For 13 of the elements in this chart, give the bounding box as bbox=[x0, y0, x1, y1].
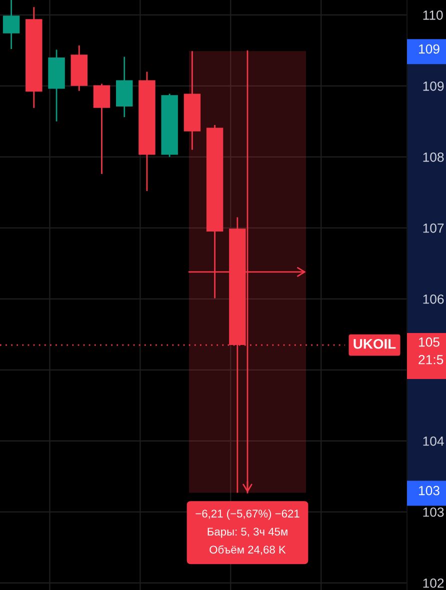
y-tick-label: 106 bbox=[423, 294, 444, 304]
y-tick-label: 107 bbox=[423, 223, 444, 233]
y-tick-label: 104 bbox=[423, 436, 444, 446]
band-label: −6,21 (−5,67%) −621 Бары: 5, 3ч 45м Объём 24,68 K bbox=[196, 509, 300, 555]
y-tick-label: 109 bbox=[423, 81, 444, 91]
candlestick bbox=[93, 83, 110, 175]
text: 105 21:5 bbox=[418, 337, 444, 364]
candlestick bbox=[2, 0, 20, 50]
y-tick-label: 108 bbox=[423, 152, 444, 162]
y-tick-label: 102 bbox=[423, 578, 444, 588]
y-tick-label: 110 bbox=[423, 10, 443, 20]
ref-line-label: UKOIL bbox=[354, 338, 396, 349]
y-tick-label: 103 bbox=[423, 507, 444, 517]
